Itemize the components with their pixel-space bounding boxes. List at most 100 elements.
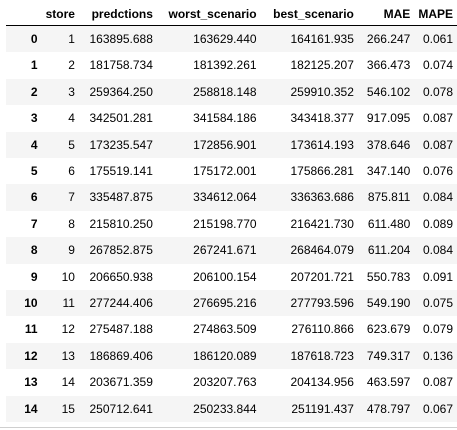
cell-worst-scenario: 163629.440 bbox=[156, 25, 261, 53]
header-row: store predctions worst_scenario best_sce… bbox=[6, 3, 457, 26]
cell-store: 11 bbox=[41, 290, 79, 317]
cell-mae: 463.597 bbox=[357, 369, 415, 396]
cell-predctions: 342501.281 bbox=[78, 105, 157, 132]
cell-store: 8 bbox=[41, 210, 79, 238]
cell-best-scenario: 216421.730 bbox=[260, 210, 358, 238]
table-row: 13 14 203671.359 203207.763 204134.956 463.59… bbox=[6, 369, 457, 396]
cell-predctions: 203671.359 bbox=[78, 369, 157, 396]
table-row: 4 5 173235.547 172856.901 173614.193 378.646 0… bbox=[6, 131, 457, 159]
cell-best-scenario: 277793.596 bbox=[260, 290, 358, 317]
cell-mape: 0.075 bbox=[414, 290, 457, 317]
cell-store: 2 bbox=[41, 52, 79, 79]
table-row: 2 3 259364.250 258818.148 259910.352 546.102 0… bbox=[6, 78, 457, 106]
row-index: 12 bbox=[6, 342, 42, 370]
cell-mae: 611.204 bbox=[357, 237, 415, 264]
cell-worst-scenario: 258818.148 bbox=[156, 78, 261, 106]
table-row: 9 10 206650.938 206100.154 207201.721 550.783… bbox=[6, 263, 457, 291]
table-row: 3 4 342501.281 341584.186 343418.377 917.095 0… bbox=[6, 105, 457, 132]
table-row: 8 9 267852.875 267241.671 268464.079 611.204 0… bbox=[6, 237, 457, 264]
cell-mae: 546.102 bbox=[357, 78, 415, 106]
cell-store: 15 bbox=[41, 395, 79, 423]
cell-best-scenario: 187618.723 bbox=[260, 342, 358, 370]
cell-predctions: 186869.406 bbox=[78, 342, 157, 370]
cell-mape: 0.091 bbox=[414, 263, 457, 291]
cell-mape: 0.074 bbox=[414, 52, 457, 79]
cell-worst-scenario: 341584.186 bbox=[156, 105, 261, 132]
cell-worst-scenario: 215198.770 bbox=[156, 210, 261, 238]
cell-predctions: 181758.734 bbox=[78, 52, 157, 79]
cell-worst-scenario: 334612.064 bbox=[156, 184, 261, 211]
row-index: 4 bbox=[6, 131, 42, 159]
dataframe-table: store predctions worst_scenario best_sce… bbox=[6, 3, 457, 423]
cell-mae: 366.473 bbox=[357, 52, 415, 79]
cell-predctions: 215810.250 bbox=[78, 210, 157, 238]
cell-store: 3 bbox=[41, 78, 79, 106]
cell-mape: 0.076 bbox=[414, 158, 457, 185]
row-index: 9 bbox=[6, 263, 42, 291]
column-header-best-scenario: best_scenario bbox=[260, 3, 358, 26]
cell-mae: 749.317 bbox=[357, 342, 415, 370]
cell-store: 7 bbox=[41, 184, 79, 211]
cell-store: 4 bbox=[41, 105, 79, 132]
cell-best-scenario: 251191.437 bbox=[260, 395, 358, 423]
cell-predctions: 163895.688 bbox=[78, 25, 157, 53]
cell-mae: 623.679 bbox=[357, 316, 415, 343]
table-row: 14 15 250712.641 250233.844 251191.437 478.79… bbox=[6, 395, 457, 423]
cell-best-scenario: 207201.721 bbox=[260, 263, 358, 291]
cell-worst-scenario: 276695.216 bbox=[156, 290, 261, 317]
cell-store: 6 bbox=[41, 158, 79, 185]
cell-worst-scenario: 172856.901 bbox=[156, 131, 261, 159]
row-index: 11 bbox=[6, 316, 42, 343]
cell-best-scenario: 175866.281 bbox=[260, 158, 358, 185]
cell-mae: 478.797 bbox=[357, 395, 415, 423]
column-header-mae: MAE bbox=[357, 3, 415, 26]
cell-mae: 266.247 bbox=[357, 25, 415, 53]
row-index: 0 bbox=[6, 25, 42, 53]
column-header-mape: MAPE bbox=[414, 3, 457, 26]
cell-mape: 0.087 bbox=[414, 131, 457, 159]
cell-best-scenario: 276110.866 bbox=[260, 316, 358, 343]
cell-mape: 0.067 bbox=[414, 395, 457, 423]
cell-predctions: 335487.875 bbox=[78, 184, 157, 211]
cell-worst-scenario: 203207.763 bbox=[156, 369, 261, 396]
table-row: 0 1 163895.688 163629.440 164161.935 266.247 0… bbox=[6, 25, 457, 53]
cell-store: 5 bbox=[41, 131, 79, 159]
cell-predctions: 206650.938 bbox=[78, 263, 157, 291]
table-header: store predctions worst_scenario best_sce… bbox=[6, 3, 457, 26]
cell-predctions: 250712.641 bbox=[78, 395, 157, 423]
cell-store: 14 bbox=[41, 369, 79, 396]
cell-store: 1 bbox=[41, 25, 79, 53]
cell-worst-scenario: 175172.001 bbox=[156, 158, 261, 185]
cell-mape: 0.079 bbox=[414, 316, 457, 343]
cell-predctions: 275487.188 bbox=[78, 316, 157, 343]
cell-predctions: 175519.141 bbox=[78, 158, 157, 185]
cell-predctions: 173235.547 bbox=[78, 131, 157, 159]
cell-predctions: 277244.406 bbox=[78, 290, 157, 317]
cell-mae: 917.095 bbox=[357, 105, 415, 132]
table-row: 11 12 275487.188 274863.509 276110.866 623.67… bbox=[6, 316, 457, 343]
cell-worst-scenario: 274863.509 bbox=[156, 316, 261, 343]
row-index: 5 bbox=[6, 158, 42, 185]
table-row: 6 7 335487.875 334612.064 336363.686 875.811 0… bbox=[6, 184, 457, 211]
cell-mape: 0.089 bbox=[414, 210, 457, 238]
cell-best-scenario: 173614.193 bbox=[260, 131, 358, 159]
cell-best-scenario: 259910.352 bbox=[260, 78, 358, 106]
row-index: 3 bbox=[6, 105, 42, 132]
cell-best-scenario: 182125.207 bbox=[260, 52, 358, 79]
row-index: 7 bbox=[6, 210, 42, 238]
column-header-store: store bbox=[41, 3, 79, 26]
table-row: 5 6 175519.141 175172.001 175866.281 347.140 0… bbox=[6, 158, 457, 185]
cell-worst-scenario: 267241.671 bbox=[156, 237, 261, 264]
cell-mape: 0.084 bbox=[414, 184, 457, 211]
table-row: 12 13 186869.406 186120.089 187618.723 749.31… bbox=[6, 342, 457, 370]
cell-store: 12 bbox=[41, 316, 79, 343]
cell-worst-scenario: 206100.154 bbox=[156, 263, 261, 291]
cell-best-scenario: 336363.686 bbox=[260, 184, 358, 211]
table-row: 10 11 277244.406 276695.216 277793.596 549.19… bbox=[6, 290, 457, 317]
row-index: 13 bbox=[6, 369, 42, 396]
cell-mape: 0.084 bbox=[414, 237, 457, 264]
cell-store: 13 bbox=[41, 342, 79, 370]
row-index: 1 bbox=[6, 52, 42, 79]
cell-mape: 0.078 bbox=[414, 78, 457, 106]
